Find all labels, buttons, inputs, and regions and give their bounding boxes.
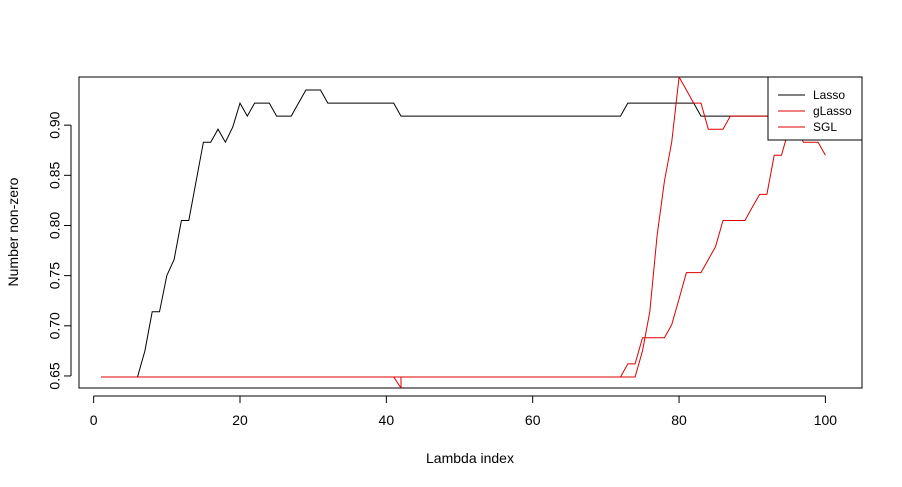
x-tick-label: 80 bbox=[671, 412, 687, 428]
y-tick-label: 0.65 bbox=[47, 362, 63, 389]
legend-box bbox=[767, 76, 863, 141]
plot-area-box bbox=[78, 76, 863, 389]
y-tick-label: 0.75 bbox=[47, 262, 63, 289]
x-axis-title: Lambda index bbox=[426, 450, 514, 466]
x-tick-label: 40 bbox=[379, 412, 395, 428]
series-layer bbox=[101, 77, 826, 388]
series-line-glasso bbox=[101, 77, 826, 378]
legend-label-sgl: SGL bbox=[813, 120, 837, 134]
series-line-lasso bbox=[101, 89, 826, 378]
x-tick-label: 0 bbox=[90, 412, 98, 428]
y-tick-label: 0.80 bbox=[47, 212, 63, 239]
legend: Lasso gLasso SGL bbox=[767, 76, 863, 141]
y-tick-label: 0.85 bbox=[47, 161, 63, 188]
y-tick-label: 0.70 bbox=[47, 312, 63, 339]
y-axis-title: Number non-zero bbox=[5, 177, 21, 286]
series-line-sgl bbox=[101, 115, 826, 388]
x-tick-label: 20 bbox=[232, 412, 248, 428]
x-tick-label: 100 bbox=[814, 412, 838, 428]
y-tick-label: 0.90 bbox=[47, 111, 63, 138]
y-axis: 0.65 0.70 0.75 0.80 0.85 0.90 bbox=[47, 111, 72, 390]
legend-label-lasso: Lasso bbox=[813, 88, 845, 102]
legend-label-glasso: gLasso bbox=[813, 104, 852, 118]
x-axis: 0 20 40 60 80 100 bbox=[90, 395, 838, 428]
x-tick-label: 60 bbox=[525, 412, 541, 428]
